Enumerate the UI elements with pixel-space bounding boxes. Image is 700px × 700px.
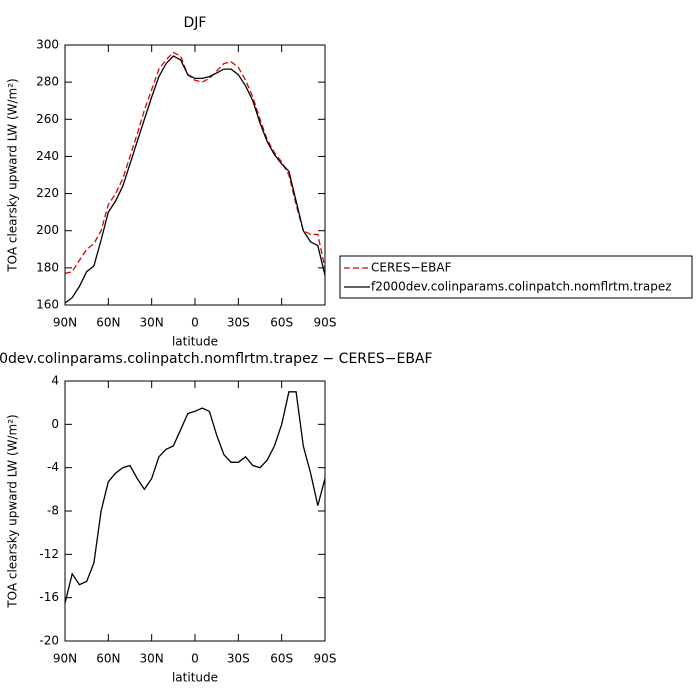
x-tick-label: 30N (140, 652, 164, 666)
data-line (64, 55, 326, 304)
x-tick-label: 90N (53, 316, 77, 330)
y-tick-label: 0 (51, 417, 59, 431)
y-tick-label: 260 (36, 112, 59, 126)
x-tick-label: 60S (270, 652, 293, 666)
y-tick-label: 220 (36, 186, 59, 200)
x-tick-label: 0 (191, 652, 199, 666)
x-tick-label: 30N (140, 316, 164, 330)
x-axis-label: latitude (172, 335, 218, 349)
legend-label: f2000dev.colinparams.colinpatch.nomflrtm… (371, 280, 672, 294)
y-tick-label: 160 (36, 298, 59, 312)
x-axis-label: latitude (172, 671, 218, 685)
x-tick-label: 30S (227, 652, 250, 666)
x-tick-label: 90S (314, 652, 337, 666)
plot-frame (64, 380, 326, 642)
legend-label: CERES−EBAF (371, 261, 452, 275)
y-tick-label: -4 (47, 460, 59, 474)
y-axis-label: TOA clearsky upward LW (W/m²) (6, 414, 20, 608)
y-tick-label: 180 (36, 260, 59, 274)
y-tick-label: -20 (39, 634, 59, 648)
x-tick-label: 0 (191, 316, 199, 330)
y-tick-label: -16 (39, 590, 59, 604)
y-tick-label: -12 (39, 547, 59, 561)
plot-frame (64, 44, 326, 306)
y-tick-label: 4 (51, 374, 59, 388)
y-tick-label: 300 (36, 38, 59, 52)
y-axis-label: TOA clearsky upward LW (W/m²) (6, 78, 20, 272)
x-tick-label: 90S (314, 316, 337, 330)
y-tick-label: -8 (47, 504, 59, 518)
chart-title: f2000dev.colinparams.colinpatch.nomflrtm… (0, 351, 433, 367)
x-tick-label: 60N (96, 652, 120, 666)
x-tick-label: 60N (96, 316, 120, 330)
x-tick-label: 30S (227, 316, 250, 330)
x-tick-label: 60S (270, 316, 293, 330)
y-tick-label: 200 (36, 223, 59, 237)
y-tick-label: 280 (36, 75, 59, 89)
data-line (64, 391, 326, 604)
y-tick-label: 240 (36, 149, 59, 163)
chart-title: DJF (184, 15, 207, 31)
legend-box (339, 255, 693, 299)
x-tick-label: 90N (53, 652, 77, 666)
data-line (64, 51, 326, 275)
